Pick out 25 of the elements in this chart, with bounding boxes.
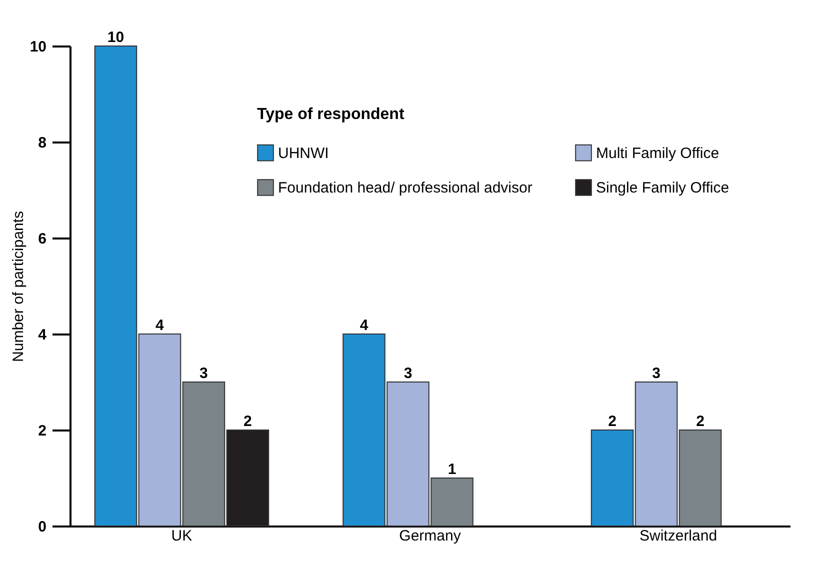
data-label: 1 <box>448 461 456 478</box>
legend-title: Type of respondent <box>257 106 405 123</box>
data-label: 3 <box>404 365 412 382</box>
data-label: 4 <box>156 317 165 334</box>
y-tick-label: 10 <box>30 38 46 56</box>
data-label: 2 <box>696 413 704 430</box>
legend-label: UHNWI <box>278 144 329 162</box>
data-label: 3 <box>652 365 660 382</box>
data-label: 10 <box>107 29 124 46</box>
y-tick-label: 6 <box>38 230 46 248</box>
x-tick-label: UK <box>171 528 192 544</box>
x-tick-label: Switzerland <box>640 528 718 544</box>
data-label: 3 <box>200 365 208 382</box>
data-label: 2 <box>244 413 252 430</box>
legend-label: Multi Family Office <box>596 144 720 162</box>
x-tick-label: Germany <box>399 528 462 544</box>
data-label: 4 <box>360 317 369 334</box>
y-tick-label: 0 <box>38 518 46 536</box>
data-label: 2 <box>608 413 616 430</box>
y-tick-label: 8 <box>38 134 46 152</box>
y-tick-label: 4 <box>38 326 48 344</box>
legend-label: Single Family Office <box>596 180 730 196</box>
y-tick-label: 2 <box>38 422 46 440</box>
legend-label: Foundation head/ professional advisor <box>278 180 532 196</box>
y-axis-title: Number of participants <box>10 211 27 362</box>
